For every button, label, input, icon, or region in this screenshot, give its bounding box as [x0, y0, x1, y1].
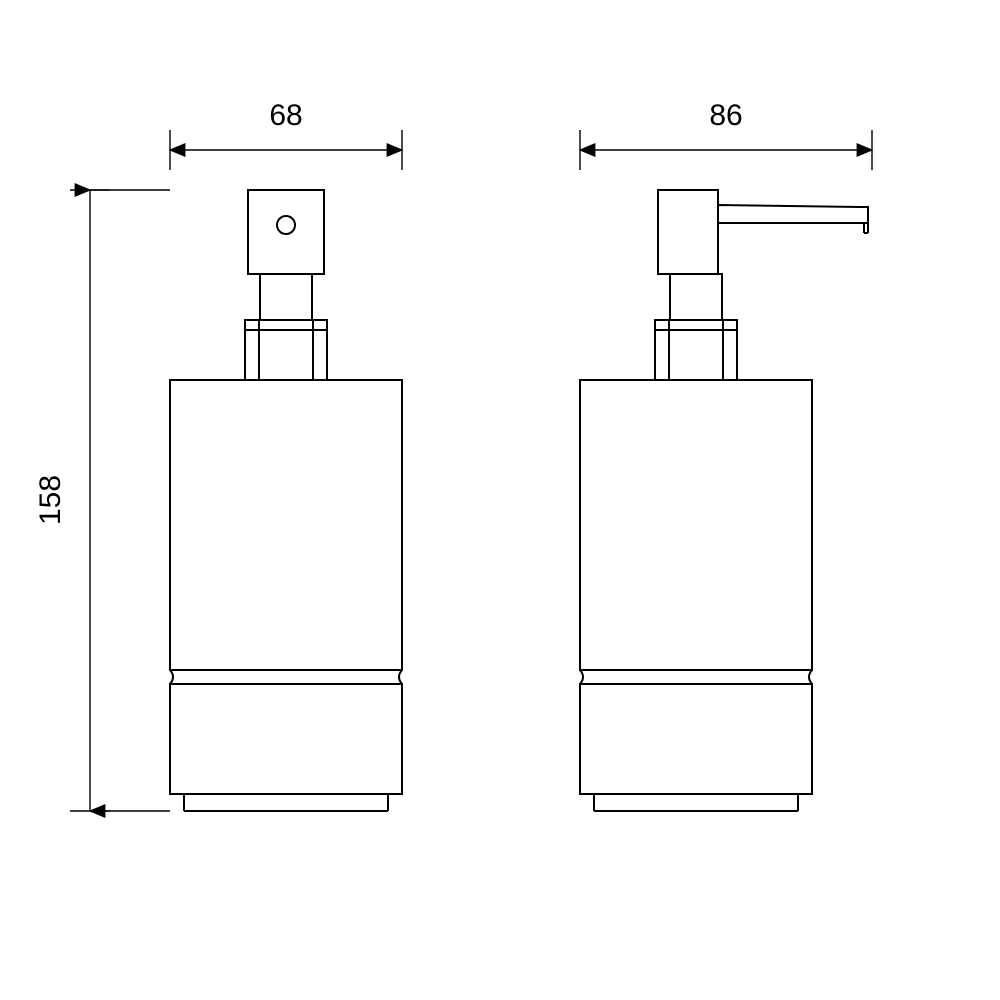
dim-label-front-width: 68 [269, 99, 302, 132]
dim-label-height: 158 [34, 475, 67, 525]
front-view [170, 190, 402, 811]
dim-side-width: 86 [580, 99, 872, 170]
technical-drawing: 68 86 158 [0, 0, 1000, 1000]
dim-height: 158 [34, 190, 170, 811]
dim-label-side-width: 86 [709, 99, 742, 132]
dim-front-width: 68 [170, 99, 402, 170]
side-view [580, 190, 868, 811]
